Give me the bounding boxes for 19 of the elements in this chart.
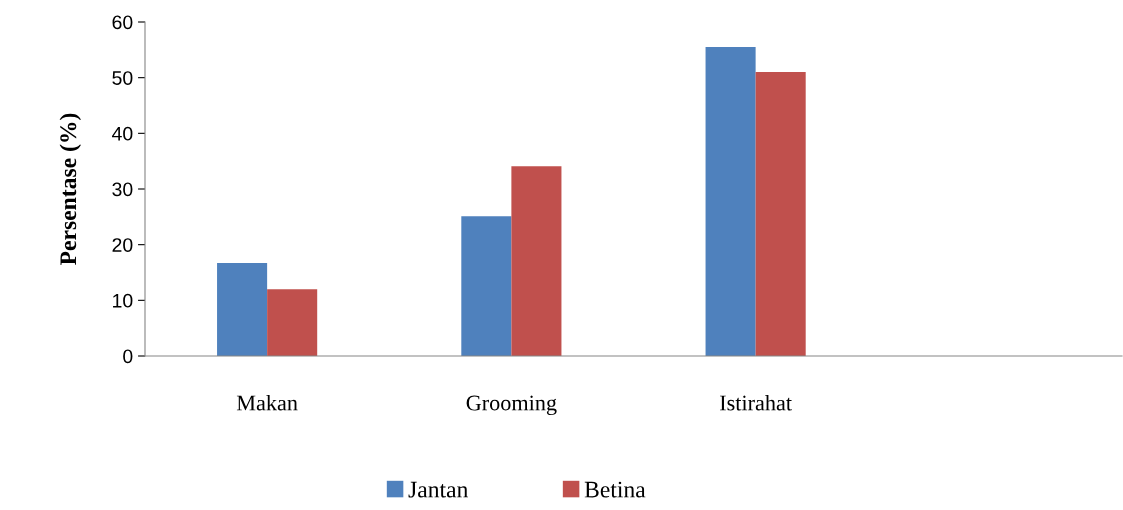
bar — [511, 166, 562, 356]
x-tick-label: Istirahat — [720, 394, 792, 411]
bar — [461, 216, 512, 356]
y-tick-label: 10 — [113, 293, 133, 308]
x-tick-label: Makan — [236, 394, 298, 411]
bar — [755, 72, 806, 356]
y-tick-label: 40 — [112, 126, 133, 141]
bar — [267, 289, 318, 356]
x-tick-label: Grooming — [466, 395, 557, 416]
y-tick-label: 60 — [112, 15, 133, 30]
bar — [705, 47, 756, 356]
y-tick-label: 20 — [112, 238, 133, 252]
y-tick-label: 0 — [123, 349, 133, 364]
legend-label: Betina — [584, 481, 646, 498]
y-tick-label: 30 — [112, 182, 133, 197]
bar — [217, 263, 268, 356]
legend-label: Jantan — [408, 481, 469, 498]
y-tick-label: 50 — [112, 71, 133, 85]
y-axis-title: Persentase (%) — [59, 113, 82, 265]
